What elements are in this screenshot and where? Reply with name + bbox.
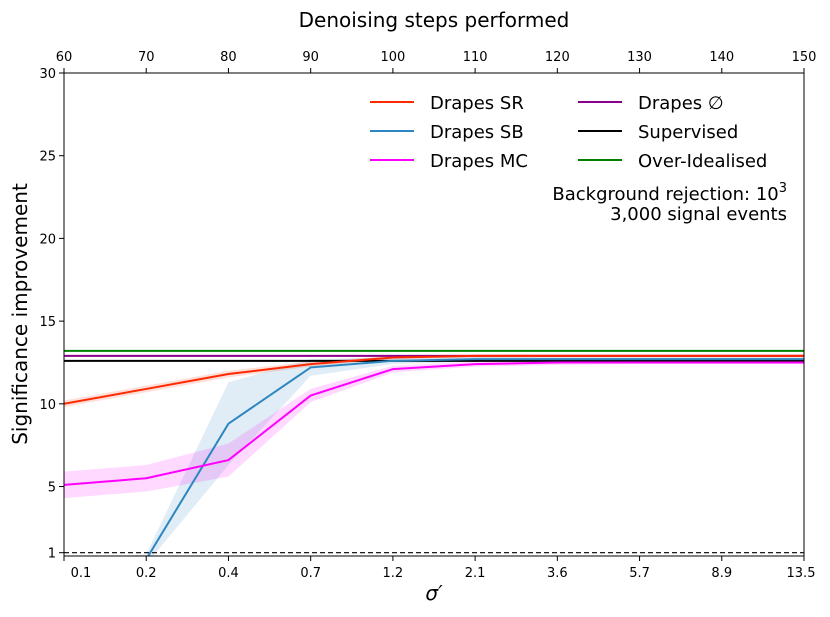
plot-frame [63, 72, 805, 557]
top-tick-label: 140 [709, 50, 734, 65]
y-tick-label: 10 [39, 398, 56, 413]
top-tick-label: 120 [545, 50, 570, 65]
bottom-x-axis: 0.1 0.2 0.4 0.7 1.2 2.1 3.6 5.7 8.9 13.5 [63, 556, 816, 581]
legend-label: Over-Idealised [638, 151, 767, 172]
y-tick-label: 5 [48, 481, 56, 496]
top-tick-label: 80 [220, 50, 237, 65]
top-tick-label: 70 [138, 50, 155, 65]
bottom-tick-label: 5.7 [629, 566, 650, 581]
top-tick-label: 150 [792, 50, 817, 65]
bottom-tick-label: 0.1 [71, 566, 92, 581]
top-tick-label: 110 [463, 50, 488, 65]
bottom-tick-label: 3.6 [547, 566, 568, 581]
series-lines [64, 349, 804, 556]
uncertainty-bands [64, 354, 804, 556]
y-tick-label: 30 [39, 67, 56, 82]
annotation-exponent: 3 [779, 181, 787, 196]
bottom-tick-label: 2.1 [465, 566, 486, 581]
legend-label: Supervised [638, 122, 738, 143]
top-tick-label: 90 [302, 50, 319, 65]
annotation-prefix: Background rejection: 10 [552, 184, 778, 205]
legend: Drapes SR Drapes SB Drapes MC Drapes ∅ Super… [370, 93, 767, 172]
bottom-tick-label: 0.7 [300, 566, 321, 581]
bottom-tick-label: 0.2 [136, 566, 157, 581]
y-tick-label: 15 [39, 315, 56, 330]
legend-label: Drapes SR [430, 93, 524, 114]
top-tick-label: 100 [380, 50, 405, 65]
y-tick-label: 1 [48, 547, 56, 562]
legend-label: Drapes ∅ [638, 93, 724, 114]
y-tick-label: 25 [39, 150, 56, 165]
x-axis-title: σ′ [425, 581, 443, 605]
annotation-signal-events: 3,000 signal events [610, 204, 787, 225]
top-tick-label: 130 [627, 50, 652, 65]
series-line-drapes-sr [64, 354, 804, 405]
series-line-drapes-sb [147, 358, 804, 556]
legend-label: Drapes SB [430, 122, 524, 143]
top-x-axis: 60 70 80 90 100 110 120 130 140 150 [56, 50, 817, 73]
annotation-background-rejection: Background rejection: 103 [552, 181, 787, 205]
band-drapes-mc [64, 359, 804, 499]
series-line-drapes-mc [64, 361, 804, 486]
bottom-tick-label: 1.2 [383, 566, 404, 581]
top-axis-title: Denoising steps performed [299, 8, 570, 32]
legend-label: Drapes MC [430, 151, 528, 172]
bottom-tick-label: 0.4 [218, 566, 239, 581]
top-tick-label: 60 [56, 50, 73, 65]
y-axis-title: Significance improvement [8, 183, 32, 445]
bottom-tick-label: 13.5 [787, 566, 816, 581]
bottom-tick-label: 8.9 [711, 566, 732, 581]
y-tick-label: 20 [39, 232, 56, 247]
